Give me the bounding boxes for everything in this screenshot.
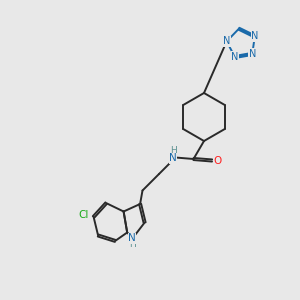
Text: N: N [169,153,177,163]
Text: O: O [213,155,222,166]
Text: N: N [251,32,258,41]
Text: N: N [223,36,230,46]
Text: N: N [128,233,136,243]
Text: N: N [231,52,239,62]
Text: H: H [129,240,135,249]
Text: H: H [170,146,176,155]
Text: Cl: Cl [78,210,88,220]
Text: N: N [249,49,256,59]
